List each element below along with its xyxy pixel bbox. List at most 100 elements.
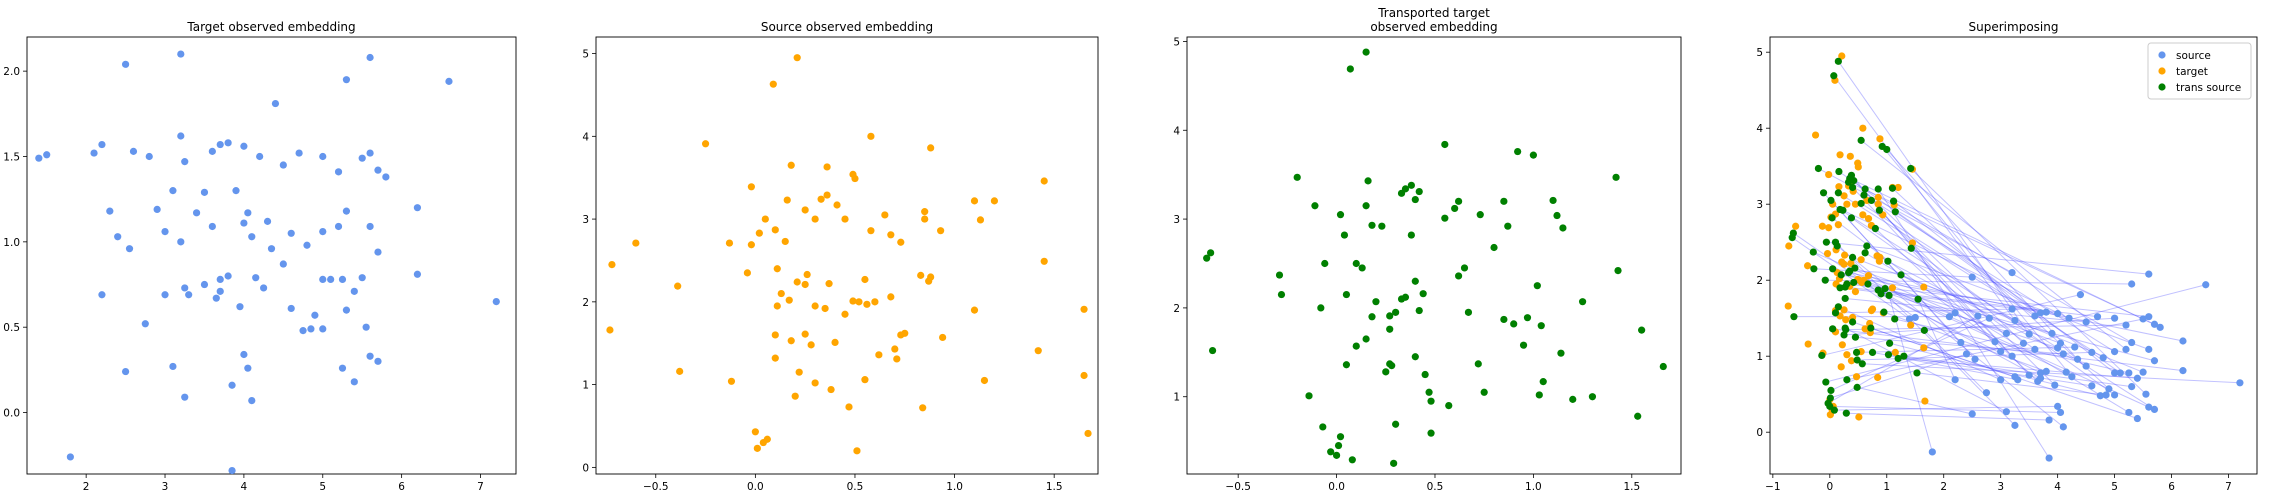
data-point-trans-source (1829, 265, 1837, 273)
data-point-trans-source (1829, 325, 1837, 333)
data-point (366, 222, 374, 231)
data-point-trans-source (1891, 208, 1899, 216)
data-point (1336, 211, 1345, 219)
data-point-target (1854, 163, 1862, 171)
data-point (236, 303, 244, 311)
plot-frame (1186, 36, 1682, 475)
data-point (881, 211, 889, 219)
data-point (413, 204, 422, 212)
data-point-trans-source (1897, 271, 1905, 279)
data-point (366, 53, 374, 62)
transport-line (1845, 324, 2127, 331)
data-point (1612, 173, 1620, 181)
transport-line (1889, 342, 2101, 397)
data-point-target (1851, 200, 1860, 208)
transport-line (1837, 61, 2030, 335)
data-point (338, 275, 347, 283)
data-point (1327, 448, 1335, 456)
data-point-target (1840, 192, 1848, 200)
data-point (358, 274, 366, 282)
transport-line (1838, 171, 2041, 314)
data-point (492, 297, 500, 306)
data-point-target (1825, 170, 1833, 179)
data-point (1441, 214, 1449, 222)
transport-line (1848, 181, 2155, 325)
transport-line (1825, 279, 2132, 285)
data-point-trans-source (1890, 197, 1898, 205)
data-point (1277, 290, 1286, 299)
transport-line (1879, 209, 2056, 386)
transport-line (1854, 267, 2061, 344)
data-point (1390, 459, 1398, 467)
transport-line (1849, 177, 2161, 328)
data-point (831, 338, 839, 347)
data-point (185, 291, 193, 299)
data-point (1514, 147, 1522, 156)
data-point (319, 275, 327, 283)
y-tick-label: 3 (1173, 214, 1180, 226)
transport-line (1887, 260, 2087, 367)
transport-line (1893, 200, 2115, 374)
data-point (893, 355, 901, 363)
data-point (1411, 195, 1419, 204)
data-point-trans-source (1853, 356, 1861, 364)
x-tick-label: 3 (1997, 481, 2004, 493)
data-point (1539, 378, 1547, 386)
data-point-target (1874, 200, 1882, 208)
data-point (891, 345, 899, 353)
data-point-target (1835, 183, 1843, 191)
data-point-source (2025, 330, 2033, 338)
data-point (319, 228, 327, 236)
data-point (374, 357, 382, 365)
data-point (366, 149, 374, 157)
data-point-source (2062, 368, 2070, 376)
data-point-trans-source (1835, 167, 1843, 176)
data-point-trans-source (1827, 386, 1835, 394)
data-point-target (1841, 251, 1849, 259)
y-tick-label: 0 (1756, 427, 1763, 439)
data-point-trans-source (1850, 177, 1858, 185)
data-point (216, 287, 224, 295)
data-point (177, 238, 185, 246)
data-point-trans-source (1852, 348, 1861, 356)
data-point-trans-source (1851, 333, 1860, 341)
data-point (192, 209, 201, 217)
data-point (1368, 221, 1376, 229)
data-point-target (1834, 221, 1842, 229)
transport-line (1852, 256, 2053, 334)
data-point-target (1843, 351, 1851, 359)
data-point (98, 140, 106, 149)
data-point-source (1905, 315, 1914, 323)
data-point (747, 241, 755, 249)
data-point (216, 140, 224, 149)
data-point (1084, 429, 1092, 438)
data-point-trans-source (1853, 383, 1861, 391)
transport-line (1829, 405, 2061, 413)
data-point-trans-source (1822, 378, 1830, 386)
data-point (863, 300, 871, 308)
transport-line (1823, 192, 1962, 343)
data-point-trans-source (1884, 351, 1893, 359)
data-point-source (2082, 318, 2090, 326)
data-point-trans-source (1819, 189, 1828, 197)
transport-line (1863, 194, 2115, 353)
data-point (307, 325, 315, 333)
data-point-source (2099, 354, 2107, 362)
data-point-trans-source (1831, 309, 1840, 317)
data-point-target (1823, 250, 1832, 258)
transport-line (1852, 187, 2013, 357)
transport-line (1846, 283, 2149, 318)
data-point (1401, 185, 1410, 193)
transport-line (1910, 168, 2147, 395)
data-point (161, 291, 169, 299)
data-point-source (2025, 371, 2033, 379)
data-point-source (2088, 382, 2096, 390)
data-point-trans-source (1809, 248, 1817, 256)
data-point (125, 245, 134, 253)
x-tick-label: 6 (2168, 481, 2175, 493)
transport-line (1886, 149, 2078, 360)
data-point (319, 325, 327, 333)
data-point (1358, 264, 1366, 272)
data-point-trans-source (1821, 276, 1829, 284)
data-point (208, 222, 216, 231)
